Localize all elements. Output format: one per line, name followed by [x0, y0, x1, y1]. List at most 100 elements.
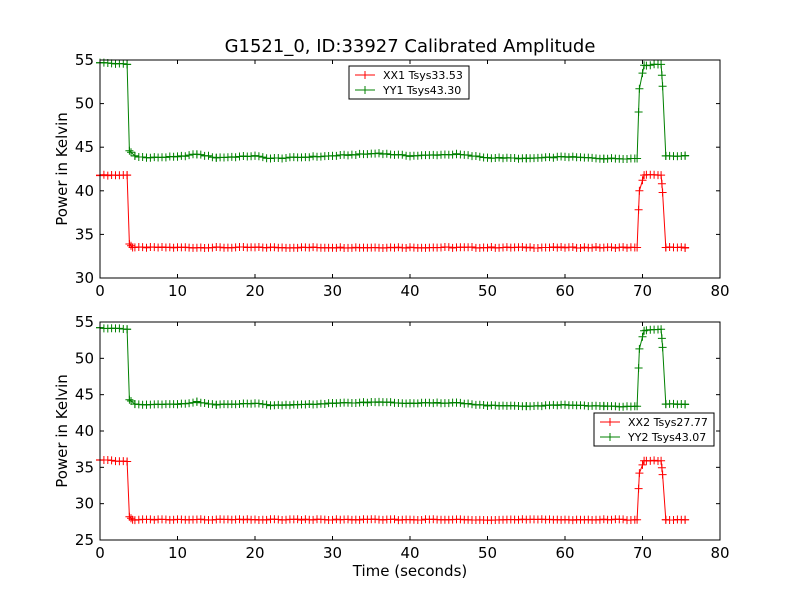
data-point-marker — [413, 399, 422, 408]
data-point-marker — [359, 398, 368, 407]
y-tick-label: 45 — [75, 138, 94, 156]
data-point-marker — [204, 151, 213, 160]
data-point-marker — [657, 325, 666, 334]
data-point-marker — [208, 400, 217, 409]
data-point-marker — [681, 400, 690, 409]
data-point-marker — [633, 515, 642, 524]
data-point-marker — [658, 82, 667, 91]
y-tick-label: 25 — [75, 531, 94, 549]
subplot-2: 0 10 20 30 40 50 60 70 80 25 30 35 40 45 50 55 Power in … — [53, 313, 730, 580]
data-point-marker — [657, 179, 666, 188]
data-point-marker — [635, 469, 644, 478]
x-tick-label: 70 — [633, 544, 652, 562]
data-point-marker — [468, 400, 476, 409]
x-tick-label: 30 — [323, 544, 342, 562]
y-tick-label: 35 — [75, 225, 94, 243]
data-point-marker — [568, 243, 577, 251]
data-point-marker — [189, 398, 197, 407]
data-point-marker — [592, 243, 600, 251]
data-point-marker — [433, 398, 442, 407]
data-point-marker — [557, 243, 566, 251]
data-point-marker — [545, 153, 554, 162]
data-point-marker — [681, 151, 690, 160]
data-point-marker — [553, 243, 562, 252]
data-point-marker — [657, 71, 666, 80]
data-point-marker — [537, 402, 546, 411]
data-point-marker — [646, 61, 655, 70]
legend-box — [593, 412, 715, 447]
data-point-marker — [200, 399, 209, 407]
x-tick-label: 50 — [478, 544, 497, 562]
y-tick-label: 30 — [75, 269, 94, 287]
data-point-marker — [328, 515, 337, 524]
data-point-marker — [363, 398, 372, 407]
legend-label: XX2 Tsys27.77 — [628, 416, 708, 429]
data-point-marker — [262, 515, 271, 524]
data-point-marker — [254, 399, 263, 408]
data-point-marker — [553, 401, 562, 410]
data-point-marker — [633, 243, 642, 252]
x-tick-label: 40 — [400, 544, 419, 562]
data-point-marker — [479, 401, 488, 409]
data-point-marker — [398, 150, 407, 159]
data-point-marker — [619, 515, 628, 524]
data-point-marker — [127, 514, 135, 523]
data-point-marker — [107, 456, 116, 465]
data-point-marker — [638, 460, 647, 469]
y-tick-label: 55 — [75, 313, 94, 331]
data-point-marker — [181, 152, 190, 161]
data-point-marker — [650, 456, 659, 465]
x-tick-label: 0 — [95, 282, 105, 300]
data-point-marker — [332, 243, 341, 252]
data-point-marker — [417, 516, 426, 524]
data-point-marker — [127, 148, 135, 157]
data-point-marker — [123, 457, 132, 466]
data-point-marker — [603, 154, 612, 163]
legend-label: YY2 Tsys43.07 — [627, 431, 706, 444]
data-point-marker — [588, 243, 597, 252]
data-point-marker — [576, 244, 585, 252]
legend-swatch-marker — [606, 433, 614, 441]
data-point-marker — [444, 243, 453, 252]
x-tick-label: 70 — [633, 282, 652, 300]
legend-box — [348, 65, 470, 100]
data-point-marker — [309, 515, 318, 524]
data-point-marker — [146, 153, 155, 162]
data-point-marker — [332, 151, 341, 160]
y-tick-label: 35 — [75, 458, 94, 476]
data-point-marker — [173, 152, 182, 161]
data-point-marker — [549, 153, 558, 162]
data-point-marker — [258, 153, 267, 162]
data-point-marker — [568, 152, 577, 161]
data-point-marker — [293, 243, 302, 252]
data-point-marker — [635, 344, 644, 353]
data-point-marker — [231, 153, 240, 162]
data-point-marker — [657, 456, 666, 465]
x-tick-label: 50 — [478, 282, 497, 300]
data-point-marker — [635, 84, 644, 93]
data-point-marker — [564, 153, 573, 162]
y-tick-label: 40 — [75, 182, 94, 200]
data-point-marker — [119, 59, 128, 68]
data-point-marker — [634, 484, 643, 493]
data-point-marker — [208, 243, 217, 252]
data-point-marker — [638, 176, 647, 185]
data-point-marker — [657, 171, 666, 180]
data-point-marker — [293, 515, 302, 524]
data-point-marker — [619, 243, 628, 252]
data-point-marker — [657, 463, 666, 472]
legend-swatch-marker — [361, 71, 369, 79]
data-point-marker — [611, 244, 620, 252]
y-tick-label: 55 — [75, 51, 94, 69]
legend-label: YY1 Tsys43.30 — [382, 84, 461, 97]
data-point-marker — [375, 149, 383, 158]
x-tick-label: 60 — [555, 282, 574, 300]
series-1-2 — [96, 58, 690, 163]
data-point-marker — [635, 186, 644, 195]
data-point-marker — [192, 397, 201, 406]
data-point-marker — [623, 243, 631, 252]
x-tick-label: 20 — [245, 282, 264, 300]
data-point-marker — [130, 151, 139, 160]
